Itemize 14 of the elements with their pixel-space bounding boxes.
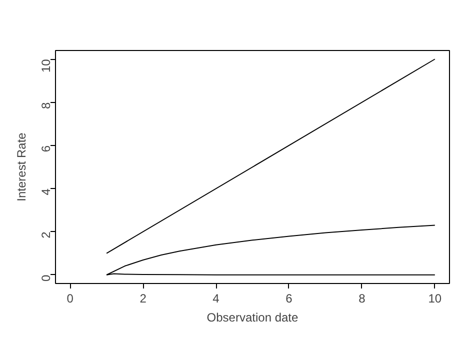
y-tick-label: 10 — [39, 58, 53, 72]
y-tick-label: 4 — [39, 188, 53, 196]
x-tick-label: 6 — [286, 292, 293, 306]
x-tick-label: 0 — [66, 292, 74, 306]
x-tick-label: 8 — [358, 292, 366, 306]
x-tick-label: 10 — [428, 292, 442, 306]
x-tick-label: 4 — [212, 292, 220, 306]
y-tick-label: 2 — [39, 231, 53, 238]
y-tick-label: 0 — [39, 274, 53, 282]
y-axis-title: Interest Rate — [14, 132, 28, 202]
x-tick-label: 2 — [140, 292, 147, 306]
y-tick-label: 8 — [39, 102, 53, 109]
y-tick-label: 6 — [39, 145, 53, 152]
x-axis-title: Observation date — [206, 310, 299, 324]
